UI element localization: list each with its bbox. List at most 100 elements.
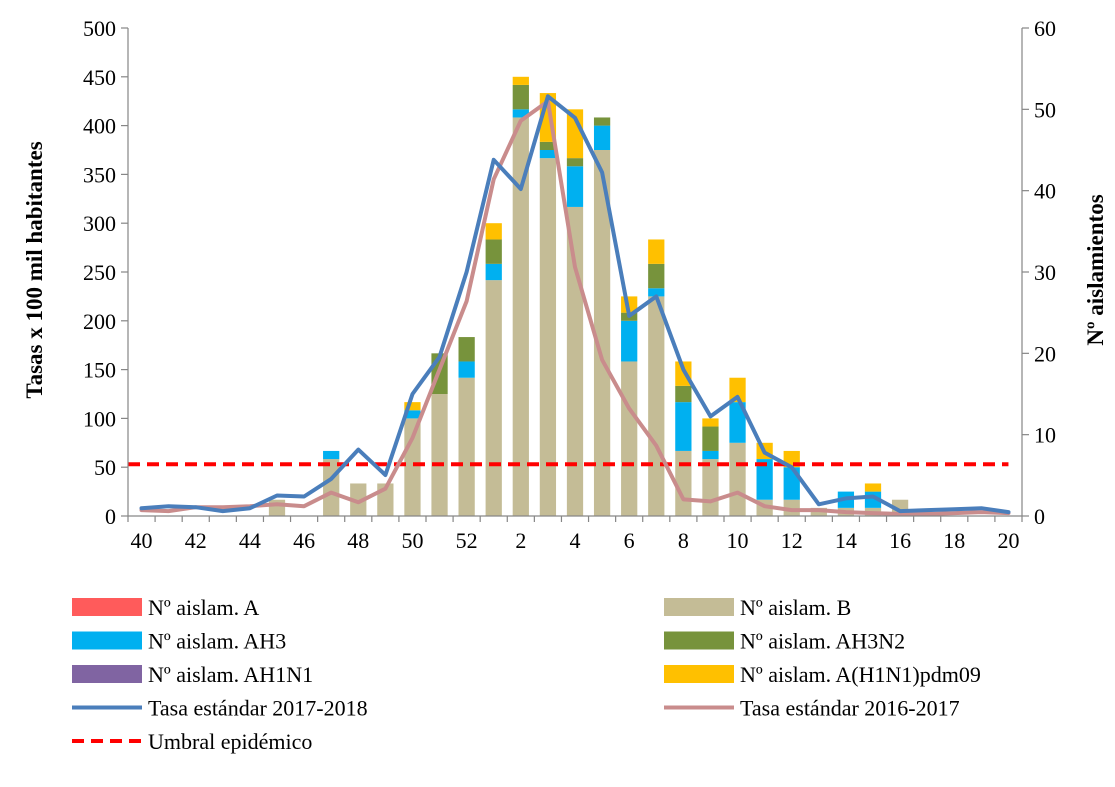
bar-B-week-52 — [458, 377, 475, 516]
legend-label-A: Nº aislam. A — [148, 595, 259, 620]
x-tick-label: 16 — [889, 528, 911, 553]
x-tick-label: 14 — [835, 528, 857, 553]
bar-AH3-week-52 — [458, 361, 475, 378]
legend: Nº aislam. A Nº aislam. B Nº aislam. AH3 Nº… — [72, 595, 981, 754]
legend-label-t1617: Tasa estándar 2016-2017 — [740, 696, 960, 721]
bar-AH3-week-1 — [485, 263, 502, 281]
right-tick-label: 0 — [1034, 504, 1045, 529]
legend-label-AH3: Nº aislam. AH3 — [148, 629, 286, 654]
bar-AH3-week-8 — [675, 402, 692, 451]
bar-B-week-48 — [350, 483, 367, 516]
bar-B-week-10 — [729, 442, 746, 516]
x-tick-label: 48 — [347, 528, 369, 553]
bar-AH3-week-9 — [702, 450, 719, 460]
bar-pdm09-week-7 — [648, 239, 665, 264]
bar-AH3-week-4 — [566, 166, 584, 207]
bar-B-week-7 — [648, 296, 665, 516]
bar-B-week-47 — [323, 459, 340, 516]
x-tick-label: 10 — [727, 528, 749, 553]
x-tick-label: 42 — [185, 528, 207, 553]
bar-AH3-week-11 — [756, 459, 773, 500]
x-tick-label: 2 — [515, 528, 526, 553]
bar-AH3N2-week-2 — [512, 84, 529, 110]
bar-AH3-week-3 — [539, 150, 557, 159]
left-axis-title-group: Tasas x 100 mil habitantes — [22, 141, 47, 398]
bar-B-week-4 — [566, 206, 584, 516]
legend-label-AH1N1: Nº aislam. AH1N1 — [148, 662, 313, 687]
legend-label-AH3N2: Nº aislam. AH3N2 — [740, 629, 905, 654]
legend-swatch-pdm09 — [664, 665, 734, 683]
bar-B-week-9 — [702, 459, 719, 516]
left-axis-title: Tasas x 100 mil habitantes — [22, 141, 47, 398]
x-tick-label: 52 — [456, 528, 478, 553]
left-tick-label: 50 — [94, 455, 116, 480]
bar-AH3N2-week-52 — [458, 337, 475, 362]
x-tick-label: 44 — [239, 528, 261, 553]
legend-label-threshold: Umbral epidémico — [148, 729, 312, 754]
x-tick-label: 4 — [570, 528, 581, 553]
bars-layer — [268, 76, 909, 516]
x-tick-label: 50 — [401, 528, 423, 553]
bar-AH3N2-week-8 — [675, 385, 692, 403]
x-tick-label: 8 — [678, 528, 689, 553]
bar-AH3-week-10 — [729, 402, 746, 443]
bar-AH3N2-week-9 — [702, 426, 719, 451]
right-tick-label: 40 — [1034, 179, 1056, 204]
line-t1617 — [139, 99, 1011, 516]
legend-swatch-AH3 — [72, 631, 142, 650]
x-tick-label: 12 — [781, 528, 803, 553]
left-tick-label: 450 — [83, 65, 116, 90]
bar-AH3N2-week-5 — [593, 117, 611, 126]
right-tick-label: 20 — [1034, 341, 1056, 366]
right-axis-title: Nº aislamientos — [1083, 194, 1108, 345]
left-tick-label: 200 — [83, 309, 116, 334]
left-tick-label: 350 — [83, 162, 116, 187]
left-tick-label: 150 — [83, 358, 116, 383]
right-tick-label: 50 — [1034, 97, 1056, 122]
right-tick-label: 10 — [1034, 423, 1056, 448]
bar-B-week-2 — [512, 117, 529, 516]
bar-B-week-5 — [593, 150, 611, 516]
bar-AH3-week-7 — [648, 288, 665, 297]
left-tick-label: 0 — [105, 504, 116, 529]
left-tick-label: 500 — [83, 16, 116, 41]
right-tick-label: 30 — [1034, 260, 1056, 285]
x-tick-label: 18 — [943, 528, 965, 553]
legend-label-B: Nº aislam. B — [740, 595, 851, 620]
bar-B-week-1 — [485, 280, 502, 516]
legend-swatch-AH3N2 — [664, 631, 734, 650]
bar-pdm09-week-15 — [864, 483, 882, 492]
x-tick-label: 20 — [997, 528, 1019, 553]
bar-B-week-3 — [539, 158, 557, 516]
bar-AH3-week-50 — [404, 410, 421, 419]
bar-AH3-week-2 — [512, 109, 529, 118]
line-t1718 — [139, 94, 1011, 515]
legend-label-t1718: Tasa estándar 2017-2018 — [148, 696, 368, 721]
x-tick-label: 40 — [131, 528, 153, 553]
legend-swatch-B — [664, 598, 734, 616]
left-tick-label: 250 — [83, 260, 116, 285]
left-tick-label: 400 — [83, 114, 116, 139]
x-tick-label: 46 — [293, 528, 315, 553]
bar-AH3N2-week-1 — [485, 239, 502, 264]
bar-pdm09-week-50 — [404, 402, 421, 411]
x-tick-label: 6 — [624, 528, 635, 553]
bar-pdm09-week-2 — [512, 76, 529, 85]
bar-B-week-51 — [431, 394, 448, 516]
bar-B-week-45 — [268, 499, 286, 516]
legend-swatch-AH1N1 — [72, 665, 142, 683]
left-tick-label: 300 — [83, 211, 116, 236]
axes-layer: 0501001502002503003504004505000102030405… — [83, 16, 1056, 553]
lines-layer — [139, 94, 1011, 516]
bar-pdm09-week-10 — [729, 377, 746, 403]
bar-AH3N2-week-4 — [566, 158, 584, 167]
bar-B-week-8 — [675, 450, 692, 516]
right-axis-title-group: Nº aislamientos — [1083, 194, 1108, 345]
right-tick-label: 60 — [1034, 16, 1056, 41]
bar-AH3N2-week-3 — [539, 141, 557, 150]
bar-AH3N2-week-7 — [648, 263, 665, 289]
bar-AH3-week-6 — [621, 320, 638, 362]
bar-B-week-6 — [621, 361, 638, 516]
